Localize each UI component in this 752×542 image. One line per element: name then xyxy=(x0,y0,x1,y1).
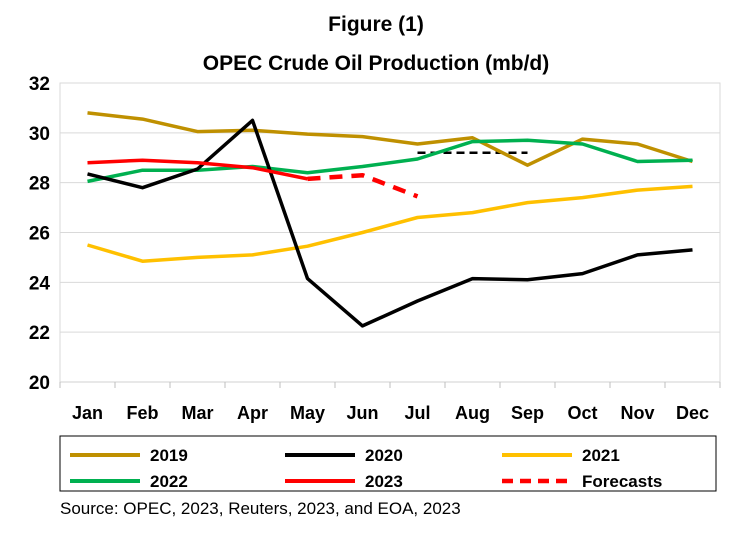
legend-label: 2022 xyxy=(150,472,188,491)
x-tick-label: Aug xyxy=(455,403,490,423)
legend-label: 2020 xyxy=(365,446,403,465)
y-tick-label: 30 xyxy=(29,124,50,145)
source-note: Source: OPEC, 2023, Reuters, 2023, and E… xyxy=(60,499,461,518)
series-lines xyxy=(87,111,694,328)
series-line-2020 xyxy=(87,118,693,328)
series-line-2019 xyxy=(87,111,694,167)
y-tick-label: 24 xyxy=(29,273,51,294)
figure-label: Figure (1) xyxy=(328,13,424,36)
legend: 2019 2020 2021 2022 2023 Forecasts xyxy=(59,435,717,492)
x-tick-label: Mar xyxy=(181,403,213,423)
x-tick-label: Jul xyxy=(404,403,430,423)
chart-title: OPEC Crude Oil Production (mb/d) xyxy=(203,52,550,75)
gridlines xyxy=(59,82,721,383)
y-tick-label: 28 xyxy=(29,174,50,195)
x-tick-label: Feb xyxy=(126,403,158,423)
axes: 20 22 24 26 28 30 32 Jan Feb Mar Apr May Jun Jul Aug Se… xyxy=(29,74,721,423)
legend-label: 2023 xyxy=(365,472,403,491)
x-tick-label: Jan xyxy=(72,403,103,423)
y-tick-label: 20 xyxy=(29,373,50,394)
x-tick-label: May xyxy=(290,403,325,423)
series-line-2022 xyxy=(87,138,693,184)
x-tick-label: Sep xyxy=(511,403,544,423)
x-tick-label: Jun xyxy=(346,403,378,423)
series-line-forecasts xyxy=(307,172,419,199)
x-tick-label: Nov xyxy=(620,403,654,423)
x-tick-label: Oct xyxy=(567,403,597,423)
x-tick-label: Apr xyxy=(237,403,268,423)
legend-label: 2021 xyxy=(582,446,620,465)
y-tick-label: 22 xyxy=(29,323,50,344)
legend-label: Forecasts xyxy=(582,472,662,491)
series-line-2023 xyxy=(87,158,308,181)
legend-box xyxy=(59,435,717,492)
y-tick-label: 26 xyxy=(29,224,50,245)
x-tick-label: Dec xyxy=(676,403,709,423)
legend-label: 2019 xyxy=(150,446,188,465)
y-tick-label: 32 xyxy=(29,74,50,95)
series-line-2021 xyxy=(87,184,693,263)
